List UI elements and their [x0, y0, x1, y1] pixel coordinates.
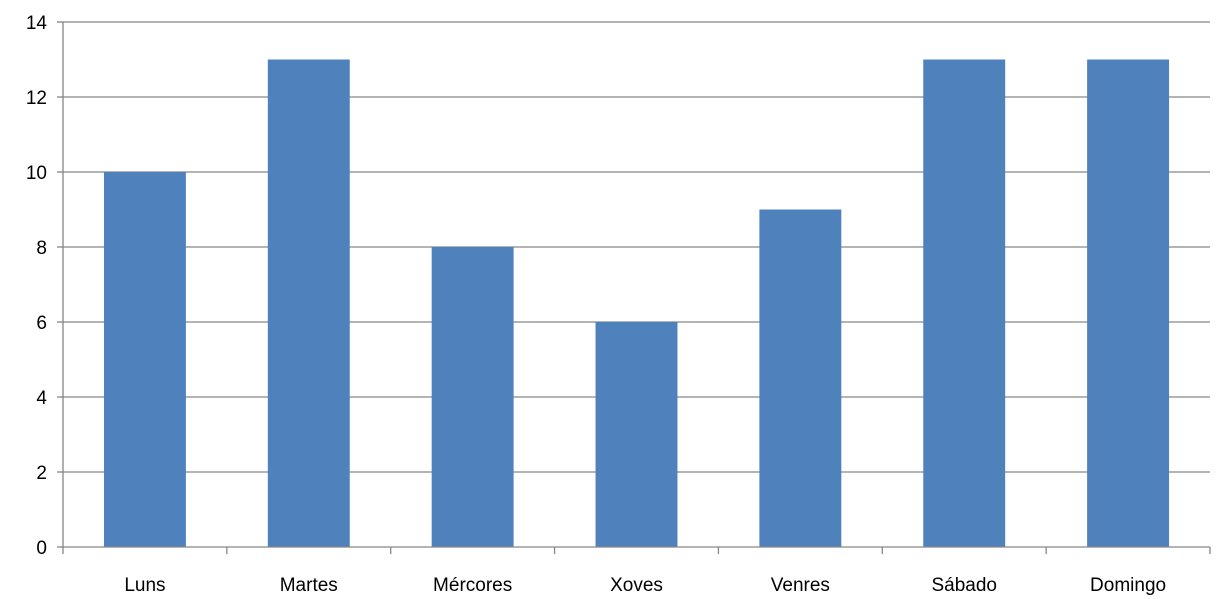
x-tick-label: Sábado: [931, 575, 997, 596]
bar: [431, 247, 514, 547]
y-tick-label: 12: [26, 88, 47, 109]
bar: [759, 209, 842, 547]
x-tick-label: Domingo: [1090, 575, 1166, 596]
x-tick-label: Xoves: [610, 575, 663, 596]
bar: [923, 59, 1006, 547]
x-tick-label: Mércores: [433, 575, 512, 596]
y-tick-label: 6: [36, 313, 47, 334]
x-tick-labels: Luns Martes Mércores Xoves Venres Sábado Domin…: [124, 575, 1166, 596]
y-tick-label: 2: [36, 463, 47, 484]
bar: [103, 172, 186, 547]
y-tick-label: 14: [26, 13, 48, 34]
y-tick-labels: 0 2 4 6 8 10 12 14: [26, 13, 48, 559]
x-tick-label: Luns: [124, 575, 165, 596]
bar: [267, 59, 350, 547]
y-tick-label: 10: [26, 163, 47, 184]
bars: [103, 59, 1170, 547]
bar: [595, 322, 678, 547]
y-tick-label: 8: [36, 238, 47, 259]
x-tick-label: Venres: [771, 575, 830, 596]
bar: [1087, 59, 1170, 547]
y-tick-label: 0: [36, 538, 47, 559]
axes: [57, 21, 1211, 554]
x-tick-label: Martes: [280, 575, 338, 596]
y-tick-label: 4: [36, 388, 47, 409]
